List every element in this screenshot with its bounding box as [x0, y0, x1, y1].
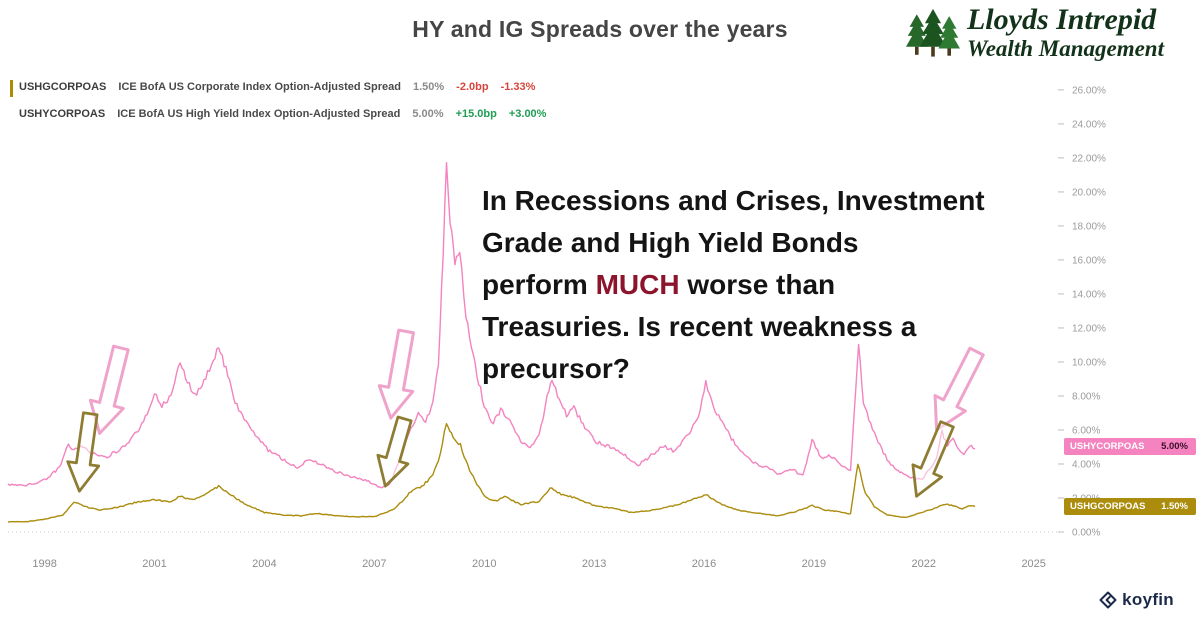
legend-series-name: ICE BofA US High Yield Index Option-Adju…	[117, 108, 401, 120]
annotation-arrow-ushycorpoas	[933, 346, 985, 432]
legend-change-bp: +15.0bp	[455, 108, 497, 120]
x-tick-label: 2007	[362, 558, 386, 570]
series-line-ushgcorpoas	[7, 423, 976, 523]
annotation-text-start: In Recessions and Crises, Investment Gra…	[482, 185, 985, 300]
price-badge-ushycorpoas: USHYCORPOAS 5.00%	[1064, 438, 1196, 455]
legend-last-value: 1.50%	[412, 81, 445, 93]
x-tick-label: 2001	[142, 558, 166, 570]
logo-name: Lloyds Intrepid	[966, 3, 1157, 36]
active-series-bar	[10, 80, 13, 97]
logo-text: Lloyds Intrepid Wealth Management	[966, 3, 1164, 62]
y-tick-label: 16.00%	[1072, 255, 1106, 266]
annotation-arrow-ushycorpoas	[88, 344, 130, 435]
x-tick-label: 2016	[692, 558, 716, 570]
koyfin-icon	[1099, 591, 1117, 609]
legend-row-ushgcorpoas[interactable]: USHGCORPOAS ICE BofA US Corporate Index …	[10, 78, 546, 96]
x-tick-label: 2025	[1021, 558, 1045, 570]
x-tick-label: 1998	[32, 558, 56, 570]
x-tick-label: 2022	[912, 558, 936, 570]
y-tick-label: 14.00%	[1072, 289, 1106, 300]
y-tick-label: 10.00%	[1072, 357, 1106, 368]
series-line-ushycorpoas	[7, 162, 976, 489]
y-tick-label: 26.00%	[1072, 85, 1106, 96]
legend-change-pct: +3.00%	[508, 108, 547, 120]
logo-subtitle: Wealth Management	[966, 35, 1164, 61]
badge-ticker: USHYCORPOAS	[1070, 441, 1145, 452]
lloyds-intrepid-logo: Lloyds Intrepid Wealth Management	[905, 3, 1164, 65]
y-tick-label: 22.00%	[1072, 153, 1106, 164]
annotation-text-end: worse than Treasuries. Is recent weaknes…	[482, 269, 917, 384]
legend-ticker: USHGCORPOAS	[19, 81, 107, 93]
chart-legend: USHGCORPOAS ICE BofA US Corporate Index …	[10, 78, 546, 132]
annotation-arrow-ushycorpoas	[377, 328, 415, 420]
y-tick-label: 12.00%	[1072, 323, 1106, 334]
legend-row-ushycorpoas[interactable]: USHYCORPOAS ICE BofA US High Yield Index…	[10, 105, 546, 123]
price-badge-ushgcorpoas: USHGCORPOAS 1.50%	[1064, 498, 1196, 515]
page-title: HY and IG Spreads over the years	[412, 16, 788, 42]
y-tick-label: 8.00%	[1072, 391, 1100, 402]
annotation-arrow-ushgcorpoas	[911, 420, 955, 498]
legend-change-pct: -1.33%	[500, 81, 536, 93]
koyfin-wordmark: koyfin	[1122, 590, 1174, 609]
x-tick-label: 2019	[802, 558, 826, 570]
annotation-arrow-ushgcorpoas	[376, 415, 413, 488]
chart-annotation: In Recessions and Crises, Investment Gra…	[482, 180, 1122, 390]
legend-last-value: 5.00%	[412, 108, 444, 120]
badge-value: 5.00%	[1161, 441, 1188, 452]
y-tick-label: 4.00%	[1072, 459, 1100, 470]
legend-change-bp: -2.0bp	[456, 81, 489, 93]
y-tick-label: 24.00%	[1072, 119, 1106, 130]
koyfin-logo: koyfin	[1099, 590, 1174, 610]
badge-ticker: USHGCORPOAS	[1070, 501, 1146, 512]
x-tick-label: 2004	[252, 558, 276, 570]
x-tick-label: 2013	[582, 558, 606, 570]
y-tick-label: 6.00%	[1072, 425, 1100, 436]
y-tick-label: 0.00%	[1072, 528, 1100, 539]
trees-icon	[905, 8, 960, 57]
annotation-highlight: MUCH	[595, 269, 680, 300]
y-tick-label: 20.00%	[1072, 187, 1106, 198]
legend-ticker: USHYCORPOAS	[19, 108, 106, 120]
annotation-arrow-ushgcorpoas	[66, 411, 101, 493]
x-tick-label: 2010	[472, 558, 496, 570]
badge-value: 1.50%	[1161, 501, 1188, 512]
legend-series-name: ICE BofA US Corporate Index Option-Adjus…	[118, 81, 401, 93]
y-tick-label: 18.00%	[1072, 221, 1106, 232]
